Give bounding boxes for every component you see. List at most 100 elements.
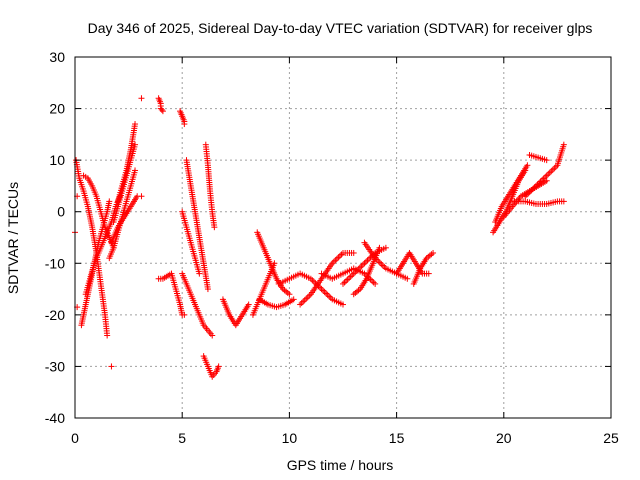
grid-lines: [75, 57, 611, 418]
data-point: [297, 301, 304, 308]
data-point: [324, 291, 331, 298]
series-arc11: [155, 270, 188, 318]
data-point: [290, 296, 297, 303]
data-point: [181, 121, 188, 128]
series-arc20: [256, 296, 297, 311]
y-tick-label: 10: [49, 152, 65, 168]
series-arc30: [492, 162, 531, 226]
series-arc25: [350, 244, 383, 298]
x-axis-label: GPS time / hours: [287, 457, 394, 473]
data-point: [430, 249, 437, 256]
series-arc18: [249, 260, 278, 318]
data-point: [369, 277, 376, 284]
data-points: [72, 95, 567, 380]
data-point: [543, 157, 550, 164]
series-arc28: [410, 249, 437, 287]
tick-labels: 0 5 10 15 20 25 -40 -30 -20 -10 0 10 20 30: [45, 49, 619, 446]
x-tick-label: 10: [282, 430, 298, 446]
data-point: [335, 254, 342, 261]
data-point: [204, 286, 211, 293]
data-point: [546, 169, 553, 176]
series-arc19: [254, 229, 293, 298]
chart-title: Day 346 of 2025, Sidereal Day-to-day VTE…: [88, 20, 593, 36]
data-point: [132, 141, 139, 148]
data-point: [560, 141, 567, 148]
data-point: [382, 244, 389, 251]
series-arc9: [155, 95, 166, 115]
data-point: [349, 272, 356, 279]
data-point: [245, 301, 252, 308]
series-arc13: [183, 157, 211, 293]
data-point: [321, 289, 328, 296]
data-point: [300, 298, 307, 305]
data-point: [341, 279, 348, 286]
data-point: [106, 198, 113, 205]
y-tick-label: -30: [45, 358, 65, 374]
data-point: [104, 332, 111, 339]
data-point: [333, 255, 340, 262]
data-point: [108, 363, 115, 370]
data-point: [332, 257, 339, 264]
plot-frame: [74, 56, 612, 419]
data-point: [304, 294, 311, 301]
series-arc32: [522, 141, 567, 200]
data-point: [196, 270, 203, 277]
x-tick-label: 20: [496, 430, 512, 446]
series-arc7: [114, 121, 139, 205]
data-point: [330, 258, 337, 265]
data-point: [340, 301, 346, 308]
series-arc16: [200, 353, 222, 380]
series-arc10: [177, 108, 188, 128]
series-arc12: [179, 270, 216, 339]
data-point: [326, 293, 333, 300]
data-point: [159, 108, 166, 115]
data-point: [543, 172, 550, 179]
data-point: [560, 198, 567, 205]
x-tick-label: 0: [71, 430, 79, 446]
y-tick-label: 0: [57, 204, 65, 220]
y-tick-label: -10: [45, 255, 65, 271]
data-point: [301, 297, 308, 304]
data-point: [378, 261, 385, 268]
y-tick-label: -20: [45, 307, 65, 323]
data-point: [298, 300, 305, 307]
series-arc17: [219, 296, 252, 329]
data-point: [306, 292, 313, 299]
data-point: [551, 165, 558, 172]
data-point: [340, 280, 346, 287]
data-point: [376, 259, 383, 266]
y-axis-label: SDTVAR / TECUs: [5, 182, 21, 294]
x-tick-label: 5: [178, 430, 186, 446]
data-point: [545, 171, 552, 178]
data-point: [372, 280, 379, 287]
data-point: [376, 244, 383, 251]
data-point: [364, 257, 371, 264]
data-point: [181, 311, 188, 318]
data-point: [211, 224, 218, 231]
x-tick-label: 15: [389, 430, 405, 446]
data-point: [370, 279, 377, 286]
axis-ticks: [74, 56, 612, 419]
series-arc26: [361, 239, 411, 282]
series-arc14: [202, 141, 218, 231]
series-arc15: [179, 208, 203, 277]
data-point: [320, 287, 327, 294]
data-point: [158, 106, 165, 113]
y-tick-label: 20: [49, 101, 65, 117]
data-point: [425, 270, 432, 277]
data-point: [548, 168, 555, 175]
data-point: [524, 162, 531, 169]
data-point: [132, 167, 139, 174]
data-point: [209, 332, 216, 339]
data-point: [138, 193, 145, 200]
data-point: [542, 174, 549, 181]
data-point: [359, 261, 366, 268]
x-tick-label: 25: [603, 430, 619, 446]
data-point: [215, 363, 222, 370]
data-point: [286, 291, 293, 298]
data-point: [138, 95, 145, 102]
y-tick-label: -40: [45, 410, 65, 426]
data-point: [361, 260, 368, 267]
data-point: [318, 286, 325, 293]
